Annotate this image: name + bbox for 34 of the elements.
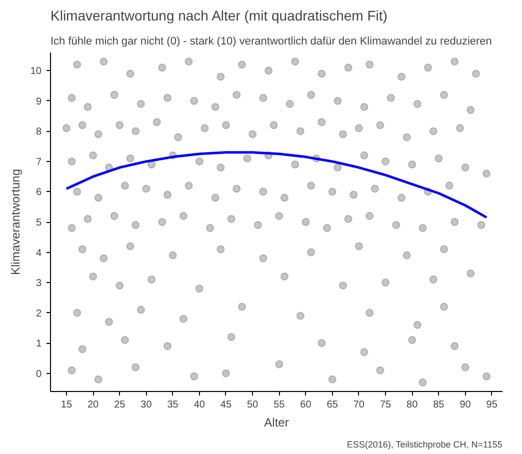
chart-subtitle: Ich fühle mich gar nicht (0) - stark (10) verantwortlich dafür den Klimawandel zu reduzieren <box>50 36 492 48</box>
y-tick-label: 3 <box>36 278 42 290</box>
x-tick-label: 75 <box>380 400 392 410</box>
y-tick-label: 0 <box>36 368 42 380</box>
x-tick-label: 95 <box>486 400 498 410</box>
y-tick-label: 1 <box>36 338 42 350</box>
y-tick-label: 5 <box>36 218 42 228</box>
y-tick-label: 4 <box>36 248 42 259</box>
x-tick-label: 35 <box>167 400 179 410</box>
line-series <box>65 151 488 219</box>
y-tick-label: 2 <box>36 308 42 320</box>
y-tick-label: 9 <box>36 96 42 108</box>
text: ESS(2016), Teilstichprobe CH, N=1155 <box>346 440 502 450</box>
y-tick-label: 6 <box>36 187 42 198</box>
y-tick-label: 7 <box>36 156 42 168</box>
x-tick-label: 80 <box>406 400 418 410</box>
x-tick-label: 90 <box>460 400 472 410</box>
x-tick-label: 20 <box>87 400 100 410</box>
x-tick-label: 40 <box>194 400 206 410</box>
y-tick-label: 8 <box>36 126 42 138</box>
y-tick-label: 10 <box>30 66 42 78</box>
x-tick-label: 60 <box>300 400 312 410</box>
x-tick-label: 45 <box>220 400 232 410</box>
y-axis-title: Klimaverantwortung <box>8 168 22 276</box>
chart-title: Klimaverantwortung nach Alter (mit quadratischem Fit) <box>50 8 388 24</box>
x-tick-label: 65 <box>326 400 338 410</box>
x-tick-label: 70 <box>353 400 365 410</box>
x-tick-label: 85 <box>433 400 445 410</box>
x-tick-label: 55 <box>274 400 286 410</box>
x-tick-label: 30 <box>140 400 152 410</box>
x-tick-label: 50 <box>247 400 259 410</box>
x-tick-label: 15 <box>60 400 72 410</box>
x-axis-title: Alter <box>264 416 289 430</box>
x-tick-label: 25 <box>114 400 126 410</box>
